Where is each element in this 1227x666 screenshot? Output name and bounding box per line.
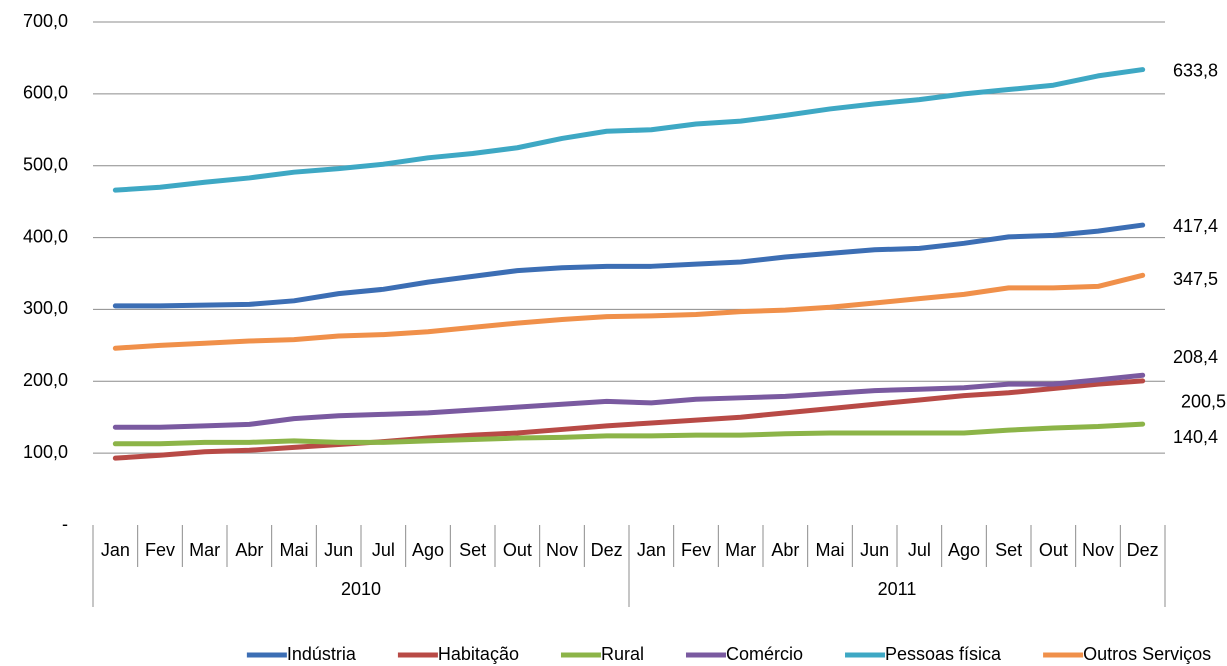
y-tick-label: - [62,514,68,534]
x-tick-label: Dez [1127,540,1159,560]
value-label: 140,4 [1173,427,1218,447]
y-tick-label: 100,0 [23,442,68,462]
y-tick-label: 600,0 [23,83,68,103]
series-line [112,272,1146,351]
y-tick-label: 200,0 [23,370,68,390]
series-line [112,222,1146,309]
series-line [112,67,1146,193]
legend-label: Outros Serviços [1083,644,1211,664]
x-tick-label: Nov [546,540,578,560]
y-tick-label: 500,0 [23,154,68,174]
x-tick-label: Out [503,540,532,560]
value-label: 200,5 [1181,392,1226,412]
x-tick-label: Set [459,540,486,560]
value-label: 417,4 [1173,216,1218,236]
legend-label: Indústria [287,644,357,664]
x-tick-label: Fev [681,540,711,560]
x-tick-label: Set [995,540,1022,560]
legend-label: Pessoas física [885,644,1002,664]
series-line [112,372,1146,430]
x-tick-label: Ago [412,540,444,560]
x-tick-label: Ago [948,540,980,560]
x-tick-label: Jun [324,540,353,560]
x-tick-label: Abr [771,540,799,560]
x-tick-label: Jan [101,540,130,560]
x-tick-label: Mai [279,540,308,560]
x-tick-label: Mai [815,540,844,560]
x-tick-label: Abr [235,540,263,560]
x-tick-label: Jul [372,540,395,560]
value-label: 208,4 [1173,347,1218,367]
series-line [112,378,1146,461]
x-tick-label: Mar [725,540,756,560]
x-tick-label: Mar [189,540,220,560]
x-tick-label: Dez [591,540,623,560]
x-tick-label: Jun [860,540,889,560]
legend-label: Habitação [438,644,519,664]
x-tick-label: Nov [1082,540,1114,560]
series-line [112,421,1146,447]
x-group-label: 2010 [341,579,381,599]
x-tick-label: Jan [637,540,666,560]
y-tick-label: 400,0 [23,226,68,246]
y-tick-label: 700,0 [23,11,68,31]
x-tick-label: Out [1039,540,1068,560]
x-group-label: 2011 [878,579,917,599]
x-tick-label: Fev [145,540,175,560]
value-label: 633,8 [1173,60,1218,80]
legend-label: Rural [601,644,644,664]
value-label: 347,5 [1173,269,1218,289]
x-tick-label: Jul [908,540,931,560]
y-tick-label: 300,0 [23,298,68,318]
legend-label: Comércio [726,644,803,664]
